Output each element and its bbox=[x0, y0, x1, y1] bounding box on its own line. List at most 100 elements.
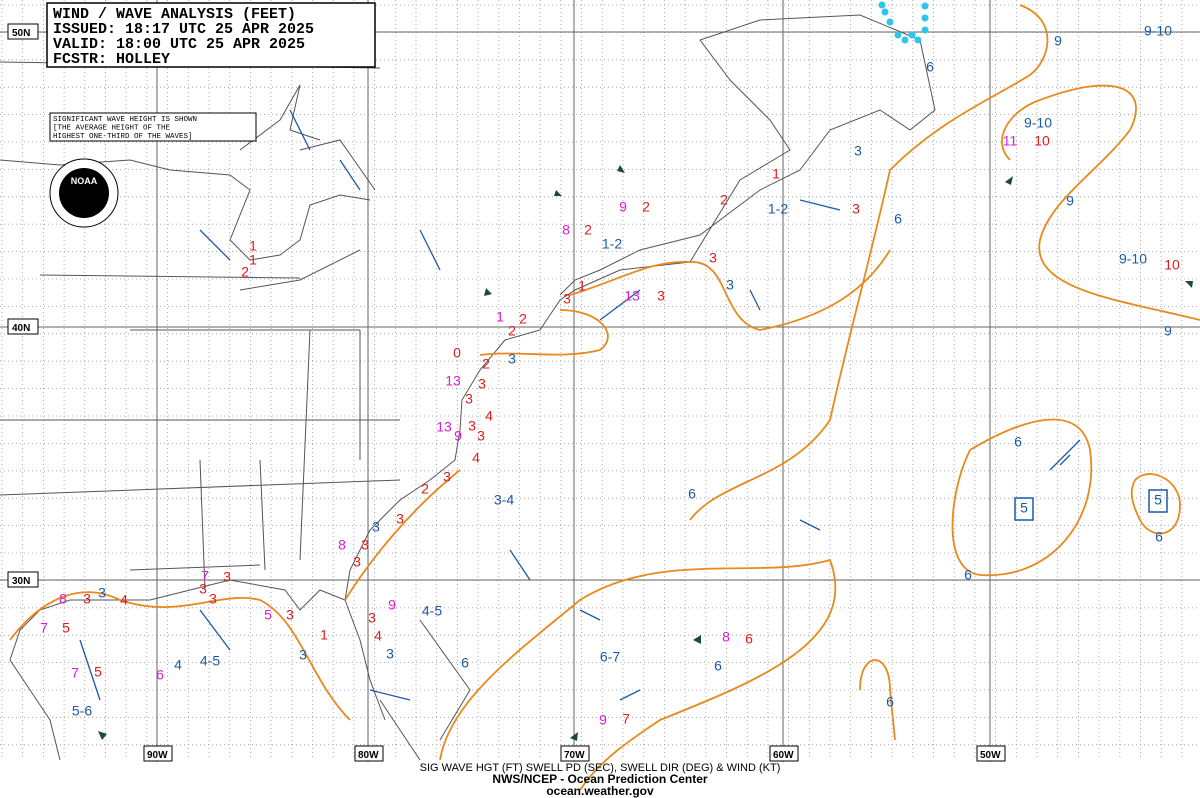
wave-height-label: 4 bbox=[472, 450, 480, 466]
lat-label: 30N bbox=[12, 576, 30, 587]
wave-height-label: 3 bbox=[563, 291, 571, 307]
ice-edge-dot bbox=[921, 2, 929, 10]
wave-height-label: 5 bbox=[1020, 500, 1028, 516]
wave-height-label: 3 bbox=[709, 250, 717, 266]
wave-height-label: 3 bbox=[98, 585, 106, 601]
wave-height-label: 3 bbox=[299, 647, 307, 663]
wave-height-label: 11 bbox=[1003, 133, 1018, 149]
ice-edge-dot bbox=[921, 14, 929, 22]
footer-line: NWS/NCEP - Ocean Prediction Center bbox=[492, 772, 707, 786]
wave-height-label: 13 bbox=[436, 419, 452, 435]
wave-height-label: 4-5 bbox=[200, 653, 220, 669]
ice-edge-dot bbox=[921, 26, 929, 34]
wave-height-label: 9-10 bbox=[1024, 115, 1052, 131]
header-line: ISSUED: 18:17 UTC 25 APR 2025 bbox=[53, 21, 314, 38]
wave-height-label: 9 bbox=[619, 199, 627, 215]
wave-height-label: 5 bbox=[1154, 492, 1162, 508]
wave-height-label: 3 bbox=[478, 376, 486, 392]
wave-height-label: 3 bbox=[372, 519, 380, 535]
footer-line: ocean.weather.gov bbox=[546, 784, 654, 798]
wave-height-label: 2 bbox=[421, 481, 429, 497]
wave-height-label: 3 bbox=[353, 554, 361, 570]
header-line: FCSTR: HOLLEY bbox=[53, 51, 170, 68]
wind-barbs bbox=[79, 109, 1193, 741]
wave-height-label: 1 bbox=[320, 627, 328, 643]
wave-height-label: 6 bbox=[1155, 529, 1163, 545]
label-box bbox=[1148, 489, 1168, 513]
ice-edge-dot bbox=[886, 18, 894, 26]
wave-height-label: 3-4 bbox=[494, 492, 514, 508]
wave-height-label: 3 bbox=[83, 591, 91, 607]
wave-height-label: 6 bbox=[688, 486, 696, 502]
wave-height-label: 6 bbox=[964, 567, 972, 583]
wave-height-label: 6 bbox=[894, 211, 902, 227]
lat-box bbox=[7, 23, 39, 40]
header-box bbox=[46, 2, 376, 68]
wave-height-label: 7 bbox=[71, 665, 79, 681]
wave-height-label: 3 bbox=[361, 537, 369, 553]
wave-height-label: 5 bbox=[264, 607, 272, 623]
axis-labels: 50N 40N 30N 90W 80W 70W 60W 50W bbox=[7, 23, 1006, 762]
wave-height-label: 4 bbox=[485, 408, 493, 424]
ice-edge-dot bbox=[894, 31, 902, 39]
lon-box bbox=[769, 745, 799, 762]
note-box bbox=[49, 112, 257, 142]
wave-height-label: 7 bbox=[622, 711, 630, 727]
wave-height-label: 6 bbox=[886, 694, 894, 710]
wave-height-label: 1 bbox=[249, 238, 257, 254]
wave-height-label: 7 bbox=[201, 568, 209, 584]
wave-height-label: 6 bbox=[714, 658, 722, 674]
wave-height-label: 3 bbox=[199, 581, 207, 597]
wave-height-label: 3 bbox=[286, 607, 294, 623]
wave-height-label: 2 bbox=[241, 264, 249, 280]
wave-height-label: 3 bbox=[386, 646, 394, 662]
ice-edge-dot bbox=[901, 36, 909, 44]
wave-height-label: 3 bbox=[852, 201, 860, 217]
wave-height-label: 8 bbox=[338, 537, 346, 553]
wave-height-label: 3 bbox=[396, 511, 404, 527]
wave-height-label: 6 bbox=[1014, 434, 1022, 450]
lat-box bbox=[7, 571, 39, 588]
wave-height-label: 2 bbox=[482, 356, 490, 372]
note-line: [THE AVERAGE HEIGHT OF THE bbox=[53, 125, 171, 133]
wave-height-label: 10 bbox=[1034, 133, 1050, 149]
lat-label: 50N bbox=[12, 28, 30, 39]
wave-height-label: 7 bbox=[40, 620, 48, 636]
logo-text: NOAA bbox=[71, 176, 98, 186]
wave-height-label: 2 bbox=[584, 222, 592, 238]
lon-box bbox=[976, 745, 1006, 762]
wave-height-label: 3 bbox=[726, 277, 734, 293]
lon-label: 90W bbox=[147, 750, 168, 761]
coastlines bbox=[0, 14, 936, 761]
wave-height-label: 9 bbox=[1066, 193, 1074, 209]
wave-height-label: 3 bbox=[468, 418, 476, 434]
ice-edge-dot bbox=[914, 36, 922, 44]
wave-height-label: 1 bbox=[578, 278, 586, 294]
footer: SIG WAVE HGT (FT) SWELL PD (SEC), SWELL … bbox=[420, 762, 781, 798]
lon-label: 60W bbox=[773, 750, 794, 761]
wave-height-label: 3 bbox=[443, 469, 451, 485]
wave-height-label: 10 bbox=[1164, 257, 1180, 273]
wave-height-label: 9 bbox=[1164, 323, 1172, 339]
wave-height-label: 3 bbox=[209, 591, 217, 607]
wave-height-label: 3 bbox=[854, 143, 862, 159]
wave-height-label: 3 bbox=[508, 351, 516, 367]
lat-label: 40N bbox=[12, 323, 30, 334]
wave-height-label: 8 bbox=[59, 591, 67, 607]
grid bbox=[0, 0, 1200, 762]
wave-height-label: 2 bbox=[519, 311, 527, 327]
wave-height-label: 3 bbox=[223, 569, 231, 585]
wave-contours bbox=[9, 4, 1200, 791]
note-line: SIGNIFICANT WAVE HEIGHT IS SHOWN bbox=[53, 116, 197, 124]
wave-height-label: 9 bbox=[1054, 33, 1062, 49]
wave-height-label: 4 bbox=[120, 592, 128, 608]
wave-height-label: 2 bbox=[508, 323, 516, 339]
wave-height-label: 9-10 bbox=[1144, 23, 1172, 39]
wave-height-label: 6 bbox=[926, 59, 934, 75]
wave-height-label: 6 bbox=[156, 667, 164, 683]
wave-height-label: 3 bbox=[465, 391, 473, 407]
lon-box bbox=[560, 745, 590, 762]
noaa-logo-inner bbox=[59, 168, 109, 218]
label-box bbox=[1014, 497, 1034, 521]
